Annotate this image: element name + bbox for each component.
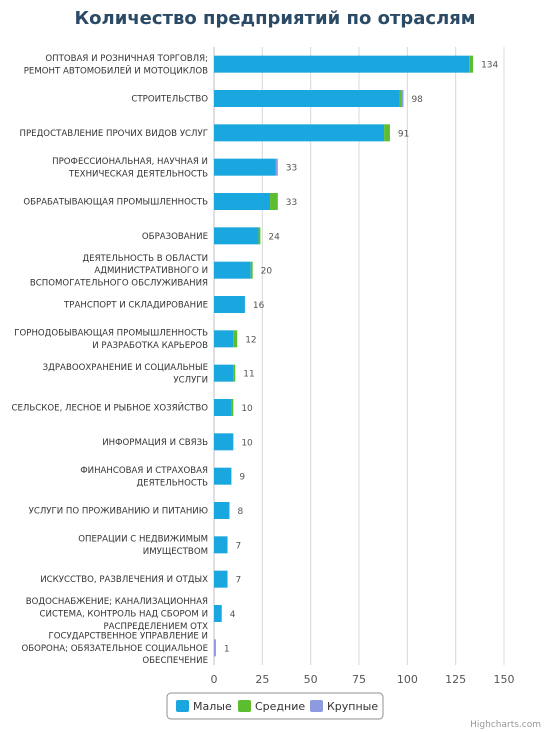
category-label: ИНФОРМАЦИЯ И СВЯЗЬ <box>102 438 208 448</box>
bar-segment[interactable] <box>214 227 259 245</box>
bar-segment[interactable] <box>214 330 234 348</box>
category-label: ИСКУССТВО, РАЗВЛЕЧЕНИЯ И ОТДЫХ <box>40 575 208 585</box>
category-label: СТРОИТЕЛЬСТВО <box>131 95 208 105</box>
legend-swatch[interactable] <box>310 700 323 712</box>
legend-item-label[interactable]: Малые <box>193 700 232 713</box>
x-tick-label: 100 <box>397 673 418 686</box>
bar-segment[interactable] <box>214 433 234 451</box>
bar-segment[interactable] <box>214 570 228 588</box>
category-label: ВОДОСНАБЖЕНИЕ; КАНАЛИЗАЦИОННАЯ СИСТЕМА, К… <box>26 597 208 632</box>
bar-segment[interactable] <box>384 124 390 142</box>
bar-segment[interactable] <box>214 639 216 657</box>
bar-segment[interactable] <box>270 193 278 210</box>
data-label: 24 <box>268 232 280 242</box>
data-label: 10 <box>241 438 253 448</box>
category-label: ДЕЯТЕЛЬНОСТЬ В ОБЛАСТИ АДМИНИСТРАТИВНОГО … <box>30 254 208 289</box>
category-label: ЗДРАВООХРАНЕНИЕ И СОЦИАЛЬНЫЕ УСЛУГИ <box>43 363 208 385</box>
bar-segment[interactable] <box>214 90 400 107</box>
data-label: 20 <box>261 267 273 277</box>
category-label: ГОСУДАРСТВЕННОЕ УПРАВЛЕНИЕ И ОБОРОНА; ОБЯ… <box>21 631 208 666</box>
bar-segment[interactable] <box>399 90 402 107</box>
category-label: ПРОФЕССИОНАЛЬНАЯ, НАУЧНАЯ И ТЕХНИЧЕСКАЯ Д… <box>52 157 208 179</box>
data-label: 1 <box>224 644 230 654</box>
bar-segment[interactable] <box>231 399 234 416</box>
category-label: ТРАНСПОРТ И СКЛАДИРОВАНИЕ <box>63 301 208 311</box>
category-label: ОБРАЗОВАНИЕ <box>142 232 208 242</box>
data-label: 12 <box>245 335 256 345</box>
data-label: 4 <box>230 610 236 620</box>
bars <box>214 55 474 657</box>
x-tick-label: 125 <box>445 673 466 686</box>
bar-segment[interactable] <box>214 399 232 416</box>
bar-segment[interactable] <box>214 467 232 485</box>
category-label: УСЛУГИ ПО ПРОЖИВАНИЮ И ПИТАНИЮ <box>29 507 208 517</box>
bar-segment[interactable] <box>214 158 276 176</box>
bar-segment[interactable] <box>214 605 222 622</box>
category-label: ГОРНОДОБЫВАЮЩАЯ ПРОМЫШЛЕННОСТЬ И РАЗРАБОТ… <box>14 329 208 351</box>
credits-link[interactable]: Highcharts.com <box>470 720 541 730</box>
x-tick-label: 75 <box>352 673 366 686</box>
data-label: 7 <box>236 576 242 586</box>
legend: Малые Средние Крупные <box>166 692 384 720</box>
data-label: 9 <box>239 473 245 483</box>
bar-segment[interactable] <box>214 193 271 210</box>
bar-segment[interactable] <box>233 364 236 382</box>
chart-title: Количество предприятий по отраслям <box>74 8 475 29</box>
bar-segment[interactable] <box>275 158 278 176</box>
bar-segment[interactable] <box>250 261 253 279</box>
x-axis-ticks: 0 25 50 75 100 125 150 <box>211 673 515 686</box>
data-label: 8 <box>237 507 243 517</box>
category-label: ФИНАНСОВАЯ И СТРАХОВАЯ ДЕЯТЕЛЬНОСТЬ <box>80 466 208 488</box>
category-label: ОПТОВАЯ И РОЗНИЧНАЯ ТОРГОВЛЯ; РЕМОНТ АВТО… <box>24 54 208 76</box>
category-labels: ОПТОВАЯ И РОЗНИЧНАЯ ТОРГОВЛЯ; РЕМОНТ АВТО… <box>11 54 208 666</box>
bar-segment[interactable] <box>214 124 385 142</box>
x-tick-label: 0 <box>211 673 218 686</box>
data-label: 91 <box>398 129 409 139</box>
category-label: СЕЛЬСКОЕ, ЛЕСНОЕ И РЫБНОЕ ХОЗЯЙСТВО <box>11 402 208 414</box>
data-label: 11 <box>243 370 254 380</box>
data-label: 98 <box>411 95 423 105</box>
legend-item-label[interactable]: Средние <box>255 700 305 713</box>
bar-segment[interactable] <box>214 261 251 279</box>
bar-segment[interactable] <box>233 330 238 348</box>
data-label: 10 <box>241 404 253 414</box>
x-tick-label: 50 <box>304 673 318 686</box>
bar-segment[interactable] <box>258 227 261 245</box>
bar-segment[interactable] <box>214 536 228 554</box>
bar-segment[interactable] <box>214 502 230 519</box>
legend-swatch[interactable] <box>238 700 251 712</box>
data-label: 33 <box>286 164 297 174</box>
bar-segment[interactable] <box>214 55 470 73</box>
category-label: ПРЕДОСТАВЛЕНИЕ ПРОЧИХ ВИДОВ УСЛУГ <box>20 129 208 139</box>
data-label: 134 <box>481 61 498 71</box>
bar-segment[interactable] <box>214 364 234 382</box>
x-tick-label: 25 <box>255 673 269 686</box>
bar-segment[interactable] <box>214 296 245 313</box>
legend-item-label[interactable]: Крупные <box>327 700 378 713</box>
bar-segment[interactable] <box>401 90 404 107</box>
data-label: 16 <box>253 301 265 311</box>
category-label: ОПЕРАЦИИ С НЕДВИЖИМЫМ ИМУЩЕСТВОМ <box>78 535 208 557</box>
x-tick-label: 150 <box>494 673 515 686</box>
data-label: 33 <box>286 198 297 208</box>
data-label: 7 <box>236 541 242 551</box>
legend-frame <box>166 692 384 720</box>
legend-swatch[interactable] <box>176 700 189 712</box>
bar-segment[interactable] <box>469 55 474 73</box>
grid-lines <box>213 47 505 665</box>
category-label: ОБРАБАТЫВАЮЩАЯ ПРОМЫШЛЕННОСТЬ <box>23 198 208 208</box>
